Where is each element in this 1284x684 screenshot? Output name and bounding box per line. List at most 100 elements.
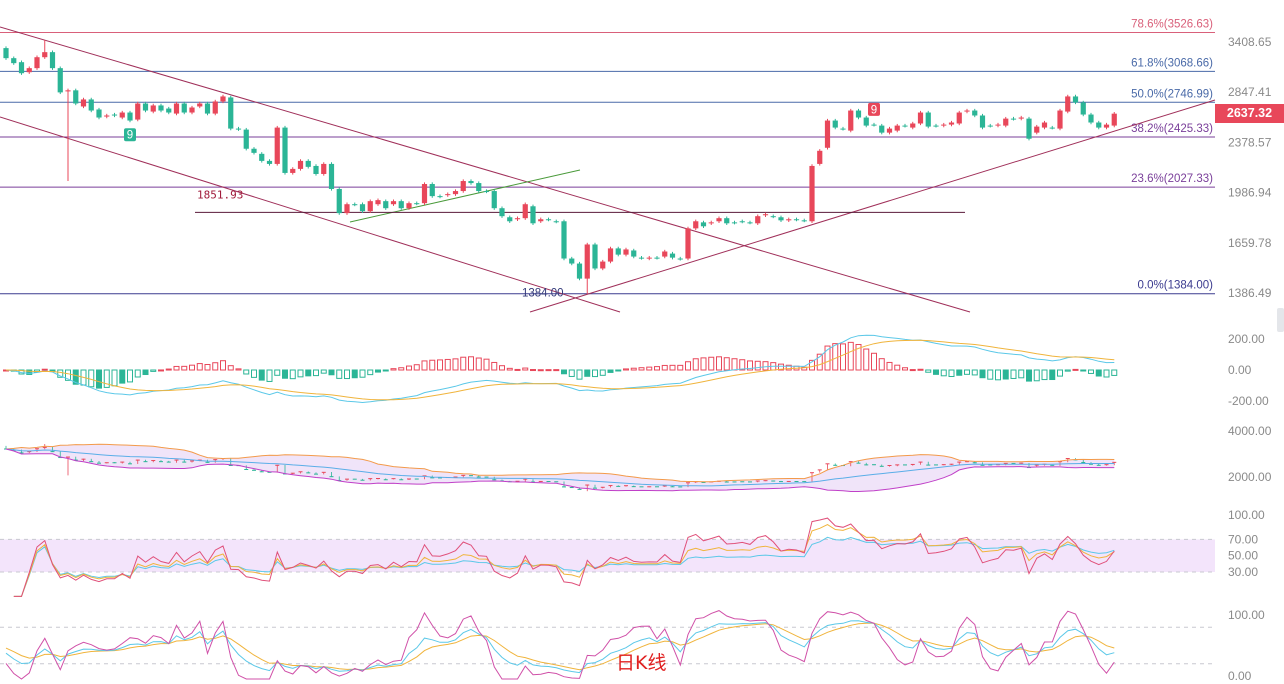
macd-histogram-bar [1088,369,1094,374]
candle [476,181,482,193]
macd-histogram-bar [142,369,149,376]
candle-body [979,115,986,128]
macd-histogram-bar [809,359,815,371]
candle-body [1096,122,1102,128]
candle [910,121,916,130]
macd-histogram-bar [553,369,560,372]
candle [964,108,970,114]
candle [150,103,156,114]
candle [941,122,947,128]
trend-line [349,169,581,223]
candle-body [336,188,342,214]
candle-body [724,218,730,224]
macd-histogram-bar [359,369,366,378]
candle-body [57,68,63,93]
candle-body [631,250,637,257]
macd-histogram-bar [1080,369,1087,372]
candle [879,123,885,135]
candle [561,219,567,261]
candle-body [1057,110,1063,129]
candle-body [42,52,48,58]
candle [545,217,552,222]
candle-body [786,219,792,221]
macd-histogram-bar [708,356,715,371]
candle-body [73,90,79,104]
candle-body [964,110,970,112]
candle [73,88,79,106]
candle-body [731,222,738,224]
candle [437,194,443,199]
candle-body [553,221,559,223]
macd-histogram-bar [886,361,893,371]
macd-histogram-bar [995,369,1001,381]
candle-body [166,108,172,113]
candle [359,202,366,213]
macd-histogram-bar [863,348,870,371]
macd-histogram-bar [940,369,947,377]
candle [972,108,978,118]
candle-body [956,112,962,124]
candle-body [18,62,25,74]
candle-body [135,103,141,120]
candle-body [499,208,505,217]
macd-histogram-bar [987,369,994,380]
candle [762,212,769,217]
macd-histogram-bar [1095,369,1102,377]
candle [700,220,707,228]
candle-body [584,244,590,279]
macd-histogram-bar [274,369,281,376]
macd-histogram-bar [1026,369,1032,382]
candle-body [561,221,567,259]
macd-histogram-bar [630,367,637,371]
candle [607,246,614,264]
candle [1096,120,1102,130]
trend-line [529,99,1216,313]
candle-body [88,99,94,111]
candle-body [917,112,924,124]
candle [948,120,955,127]
candle-body [375,200,381,205]
candle [1049,125,1055,130]
candle-body [452,191,459,195]
macd-histogram-bar [677,364,684,371]
fib-label: 78.6%(3526.63) [1131,18,1213,30]
candle [886,126,893,135]
kdj-j-line [5,610,1115,680]
candle-body [290,168,296,173]
macd-histogram-bar [506,367,513,371]
candle [65,88,71,182]
candle [406,201,412,210]
candle [840,126,846,131]
candle [135,101,141,122]
candle [1010,116,1017,121]
candle-body [669,253,676,258]
candle-body [662,251,668,257]
macd-histogram-bar [158,369,164,372]
macd-histogram-bar [297,369,304,378]
candle-body [1103,124,1110,128]
macd-histogram-bar [220,360,226,371]
candle-body [708,222,714,224]
scrollbar-thumb[interactable] [1277,308,1284,332]
candle [1057,108,1063,131]
candle [313,164,319,176]
macd-histogram-bar [103,369,110,388]
signal-marker-label: 9 [871,104,877,116]
candle [1026,116,1032,141]
candle [96,107,102,120]
macd-histogram-bar [785,364,792,371]
macd-histogram-bar [878,358,885,371]
candle-body [902,125,908,127]
macd-histogram-bar [669,364,676,371]
candle [623,247,629,257]
candle [863,115,869,128]
candle-body [762,214,769,216]
candle [848,108,854,133]
candle-body [390,201,397,205]
candle [631,248,637,259]
candle [662,249,668,259]
candle [925,110,931,129]
candle [584,242,590,294]
candle-body [886,128,893,133]
